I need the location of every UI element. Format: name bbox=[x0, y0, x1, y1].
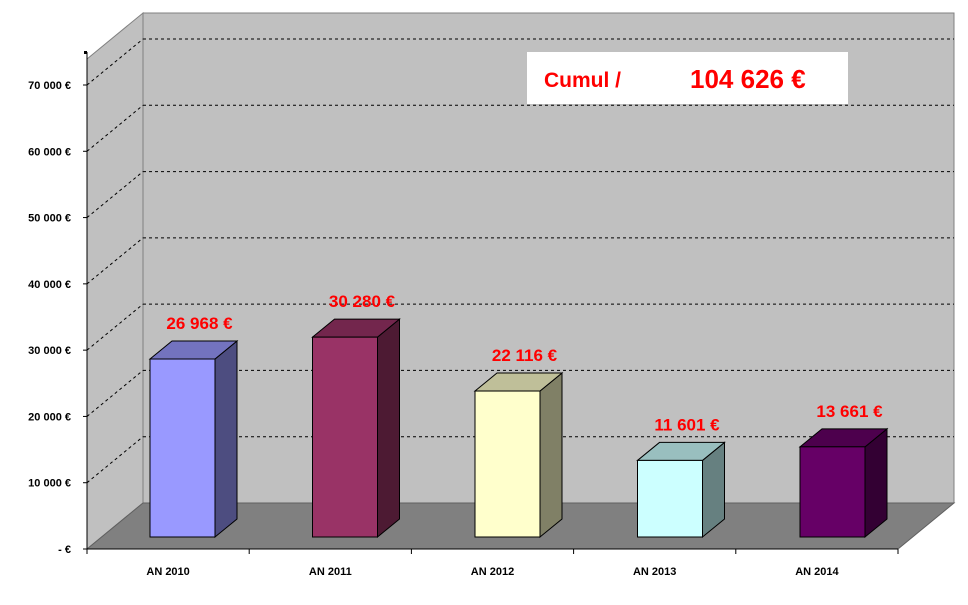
bar-3 bbox=[636, 441, 726, 539]
cumul-box-background bbox=[527, 52, 848, 104]
gridline-side-10000 bbox=[86, 436, 144, 484]
chart-bars bbox=[148, 318, 889, 539]
cumul-label: Cumul / bbox=[544, 69, 621, 92]
bar-front-1 bbox=[312, 336, 378, 538]
gridline-side-70000 bbox=[86, 38, 144, 86]
cumul-value: 104 626 € bbox=[690, 64, 806, 94]
bar-2 bbox=[473, 371, 564, 539]
bar-front-3 bbox=[637, 459, 703, 538]
bar-4 bbox=[798, 427, 889, 539]
gridline-side-60000 bbox=[86, 104, 144, 152]
bar-side-0 bbox=[214, 339, 238, 539]
x-tick-label-0: AN 2010 bbox=[146, 566, 189, 578]
bar-front-0 bbox=[149, 358, 216, 538]
gridline-side-50000 bbox=[86, 171, 144, 218]
bar-side-4 bbox=[864, 427, 888, 539]
bar-side-2 bbox=[539, 371, 563, 539]
x-tick-label-4: AN 2014 bbox=[795, 566, 839, 578]
y-tick-label-0: - € bbox=[58, 544, 71, 556]
gridline-side-30000 bbox=[86, 303, 144, 351]
bar-1 bbox=[311, 318, 401, 539]
bar-side-1 bbox=[377, 318, 400, 539]
data-label-3: 11 601 € bbox=[654, 415, 720, 434]
chart-gridlines bbox=[86, 38, 954, 484]
gridline-side-20000 bbox=[86, 370, 144, 417]
y-tick-label-30000: 30 000 € bbox=[28, 345, 71, 357]
chart-axes: - € 10 000 € 20 000 € 30 000 € 40 000 € 50 00… bbox=[28, 51, 899, 578]
y-tick-label-20000: 20 000 € bbox=[28, 411, 71, 423]
chart-data-labels: 26 968 € 30 280 € 22 116 € 11 601 € 13 661 € bbox=[166, 292, 883, 434]
bar-0 bbox=[148, 339, 239, 539]
y-tick-label-60000: 60 000 € bbox=[28, 146, 71, 158]
data-label-0: 26 968 € bbox=[166, 314, 233, 333]
bar-front-4 bbox=[799, 446, 866, 538]
y-tick-label-50000: 50 000 € bbox=[28, 213, 71, 225]
y-tick-label-40000: 40 000 € bbox=[28, 279, 71, 291]
y-tick-label-10000: 10 000 € bbox=[28, 478, 71, 490]
data-label-4: 13 661 € bbox=[816, 402, 883, 421]
y-tick-label-70000: 70 000 € bbox=[28, 80, 71, 92]
data-label-1: 30 280 € bbox=[329, 292, 396, 311]
y-axis-top-marker bbox=[84, 51, 87, 54]
data-label-2: 22 116 € bbox=[492, 346, 558, 365]
x-tick-label-3: AN 2013 bbox=[633, 566, 676, 578]
x-tick-label-1: AN 2011 bbox=[309, 566, 352, 578]
bar-front-2 bbox=[474, 390, 541, 538]
cumul-box: Cumul / 104 626 € bbox=[527, 52, 848, 104]
gridline-side-40000 bbox=[86, 237, 144, 285]
x-tick-label-2: AN 2012 bbox=[471, 566, 514, 578]
chart-side-wall bbox=[86, 11, 144, 551]
